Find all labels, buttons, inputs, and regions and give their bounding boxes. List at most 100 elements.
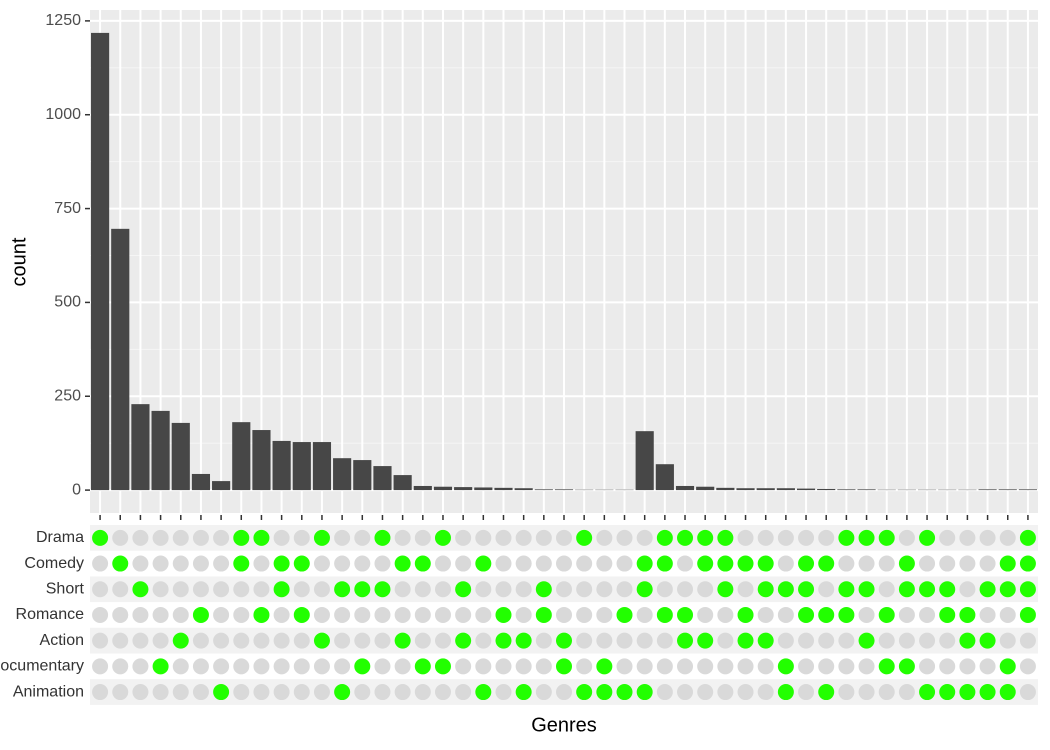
matrix-dot [616, 684, 633, 701]
matrix-dot [838, 555, 855, 572]
matrix-dot [1019, 555, 1036, 572]
matrix-dot [374, 684, 391, 701]
matrix-dot [677, 529, 694, 546]
matrix-dot [374, 581, 391, 598]
matrix-row-label: Comedy [24, 555, 84, 572]
matrix-dot [616, 658, 633, 675]
matrix-dot [434, 581, 451, 598]
matrix-dot [394, 555, 411, 572]
matrix-dot [677, 632, 694, 649]
matrix-dot [838, 684, 855, 701]
matrix-dot [132, 632, 149, 649]
matrix-dot [434, 555, 451, 572]
matrix-dot [535, 632, 552, 649]
matrix-dot [535, 684, 552, 701]
matrix-dot [334, 529, 351, 546]
matrix-dot [556, 658, 572, 675]
matrix-dot [273, 529, 290, 546]
matrix-dot [394, 658, 411, 675]
matrix-dot [152, 529, 169, 546]
bar [474, 487, 493, 491]
matrix-dot [475, 555, 492, 572]
matrix-dot [455, 658, 472, 675]
matrix-dot [213, 684, 230, 701]
matrix-dot [213, 632, 230, 649]
matrix-dot [515, 658, 532, 675]
matrix-dot [475, 684, 492, 701]
matrix-dot [334, 632, 351, 649]
matrix-dot [919, 684, 936, 701]
matrix-dot [495, 684, 512, 701]
matrix-dot [535, 581, 552, 598]
matrix-dot [838, 658, 855, 675]
matrix-dot [697, 606, 714, 623]
matrix-dot [92, 632, 109, 649]
matrix-dot [455, 606, 472, 623]
matrix-dot [556, 581, 572, 598]
matrix-dot [414, 632, 431, 649]
bar [837, 489, 856, 491]
matrix-dot [334, 606, 351, 623]
matrix-dot [979, 606, 996, 623]
matrix-dot [818, 632, 835, 649]
matrix-dot [596, 606, 613, 623]
matrix-dot [576, 658, 593, 675]
matrix-dot [1019, 606, 1036, 623]
matrix-dot [132, 529, 149, 546]
matrix-dot [374, 529, 391, 546]
matrix-dot [293, 581, 310, 598]
matrix-dot [112, 684, 129, 701]
matrix-dot [152, 606, 169, 623]
bar [131, 404, 150, 491]
matrix-dot [475, 581, 492, 598]
bar [554, 489, 574, 491]
matrix-dot [838, 632, 855, 649]
matrix-dot [919, 632, 936, 649]
matrix-dot [313, 658, 330, 675]
matrix-dot [636, 658, 653, 675]
matrix-dot [757, 606, 774, 623]
matrix-dot [334, 581, 351, 598]
matrix-dot [636, 684, 653, 701]
matrix-dot [999, 606, 1016, 623]
bar [857, 489, 876, 491]
matrix-dot [979, 632, 996, 649]
matrix-dot [354, 684, 371, 701]
matrix-dot [757, 529, 774, 546]
bar [635, 431, 654, 491]
matrix-dot [434, 684, 451, 701]
matrix-dot [596, 684, 613, 701]
matrix-dot [434, 606, 451, 623]
matrix-dot [757, 658, 774, 675]
matrix-dot [677, 606, 694, 623]
bar [756, 488, 775, 491]
matrix-dot [535, 606, 552, 623]
matrix-dot [394, 684, 411, 701]
matrix-dot [152, 684, 169, 701]
matrix-dot [656, 684, 673, 701]
matrix-dot [374, 606, 391, 623]
matrix-dot [293, 606, 310, 623]
matrix-dot [233, 632, 250, 649]
matrix-dot [636, 555, 653, 572]
matrix-dot [757, 632, 774, 649]
matrix-dot [334, 555, 351, 572]
bar [232, 422, 251, 491]
bar [433, 486, 453, 491]
matrix-dot [717, 632, 734, 649]
matrix-dot [273, 581, 290, 598]
bar [111, 228, 130, 491]
matrix-dot [777, 555, 794, 572]
matrix-dot [979, 529, 996, 546]
matrix-dot [858, 606, 875, 623]
matrix-dot [192, 606, 209, 623]
bar [413, 485, 432, 491]
matrix-dot [475, 606, 492, 623]
matrix-dot [939, 581, 956, 598]
matrix-dot [939, 529, 956, 546]
matrix-dot [414, 606, 431, 623]
matrix-dot [737, 581, 754, 598]
bar [776, 488, 795, 491]
matrix-dot [414, 684, 431, 701]
matrix-dot [898, 684, 915, 701]
